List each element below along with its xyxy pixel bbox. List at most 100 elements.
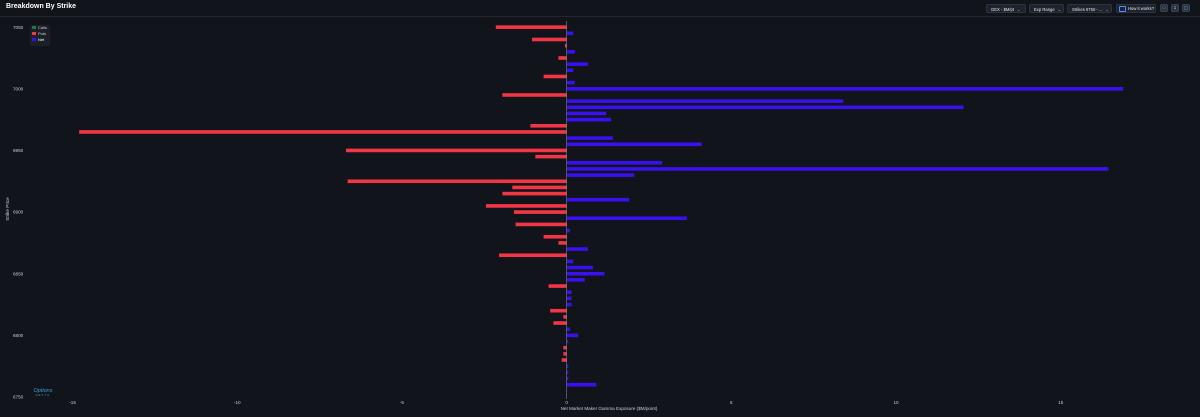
bar-strike-7050[interactable]: [495, 25, 567, 29]
bar-strike-6895[interactable]: [566, 216, 687, 221]
how-it-works-label: How it works?: [1128, 6, 1155, 11]
bar-strike-7020[interactable]: [566, 62, 589, 66]
brand-logo: Options DEPTH: [30, 388, 56, 400]
legend-item-net[interactable]: Net: [30, 37, 50, 43]
bar-strike-7025[interactable]: [558, 56, 567, 60]
bar-strike-6920[interactable]: [512, 185, 567, 190]
bar-strike-6975[interactable]: [566, 117, 612, 122]
legend-calls-label: Calls: [38, 25, 47, 30]
bar-strike-6940[interactable]: [566, 160, 663, 165]
bar-strike-6945[interactable]: [535, 154, 567, 159]
bar-strike-6950[interactable]: [345, 148, 567, 153]
gex-unit-select[interactable]: GEX - $M/pt ⌄: [986, 4, 1026, 13]
x-tick--10: -10: [234, 400, 241, 405]
x-tick--5: -5: [400, 400, 405, 405]
bar-strike-6960[interactable]: [566, 136, 613, 140]
bar-strike-6785[interactable]: [563, 352, 567, 356]
bar-strike-6990[interactable]: [566, 99, 844, 103]
bar-strike-6980[interactable]: [566, 111, 607, 116]
fullscreen-icon[interactable]: ▢: [1182, 4, 1190, 12]
legend-net-label: Net: [38, 37, 45, 42]
x-tick-0: 0: [565, 400, 568, 405]
bar-strike-6900[interactable]: [513, 210, 567, 214]
bar-strike-6850[interactable]: [566, 271, 605, 276]
x-tick-5: 5: [730, 400, 733, 405]
bar-strike-6770[interactable]: [566, 370, 569, 375]
y-tick-6850: 6850: [13, 271, 24, 276]
how-it-works-button[interactable]: How it works?: [1116, 4, 1156, 13]
gex-unit-label: GEX - $M/pt: [991, 7, 1015, 12]
y-tick-7000: 7000: [13, 86, 24, 91]
y-axis-label: Strike Price: [5, 197, 10, 221]
bar-strike-6910[interactable]: [566, 197, 630, 202]
exp-range-select[interactable]: Exp Range ⌄: [1029, 4, 1064, 13]
bar-strike-6915[interactable]: [502, 191, 567, 196]
bar-strike-6865[interactable]: [499, 253, 567, 258]
bar-strike-6890[interactable]: [515, 222, 567, 227]
bar-strike-6765[interactable]: [566, 376, 569, 381]
chevron-down-icon: ⌄: [1105, 7, 1110, 12]
chevron-down-icon: ⌄: [1057, 7, 1062, 12]
bar-strike-7035[interactable]: [565, 43, 567, 48]
chart-legend: Calls Puts Net: [30, 25, 50, 46]
bar-strike-6875[interactable]: [558, 241, 567, 245]
bar-strike-6930[interactable]: [566, 173, 635, 177]
x-tick-15: 15: [1058, 400, 1064, 405]
bar-strike-6795[interactable]: [566, 339, 569, 344]
bar-strike-6780[interactable]: [561, 358, 567, 362]
bar-strike-6925[interactable]: [347, 179, 567, 184]
legend-puts-label: Puts: [38, 31, 47, 36]
bar-strike-6800[interactable]: [566, 333, 579, 338]
bar-strike-6790[interactable]: [563, 345, 567, 350]
bar-strike-6760[interactable]: [566, 382, 597, 387]
exp-range-label: Exp Range: [1034, 7, 1055, 12]
bar-strike-6775[interactable]: [566, 364, 569, 368]
legend-item-calls[interactable]: Calls: [30, 25, 50, 31]
y-tick-6750: 6750: [13, 395, 24, 400]
bar-strike-6885[interactable]: [566, 228, 570, 233]
x-axis-label: Net Market Maker Gamma Exposure ($M/poin…: [561, 406, 658, 411]
y-tick-6900: 6900: [13, 210, 24, 215]
bar-strike-6835[interactable]: [566, 290, 572, 295]
bar-strike-6965[interactable]: [79, 130, 567, 134]
video-icon: [1119, 6, 1126, 12]
bar-strike-7000[interactable]: [566, 87, 1124, 91]
bar-strike-6970[interactable]: [530, 123, 567, 128]
bar-strike-6985[interactable]: [566, 105, 964, 110]
bar-strike-6860[interactable]: [566, 259, 574, 264]
puts-swatch: [32, 32, 36, 36]
bar-strike-7040[interactable]: [532, 37, 567, 42]
bar-strike-7005[interactable]: [566, 80, 575, 85]
bar-strike-6830[interactable]: [566, 296, 572, 301]
bar-strike-6855[interactable]: [566, 265, 594, 270]
y-tick-7050: 7050: [13, 25, 24, 30]
bar-strike-6905[interactable]: [485, 204, 567, 208]
bar-strike-6935[interactable]: [566, 167, 1109, 171]
bar-strike-6805[interactable]: [566, 327, 570, 331]
calls-swatch: [32, 26, 36, 30]
bar-strike-7030[interactable]: [566, 50, 575, 54]
legend-item-puts[interactable]: Puts: [30, 31, 50, 37]
bar-strike-6815[interactable]: [563, 315, 567, 319]
y-tick-6950: 6950: [13, 148, 24, 153]
header-bar: Breakdown By Strike GEX - $M/pt ⌄ Exp Ran…: [0, 0, 1200, 17]
bar-strike-6825[interactable]: [566, 302, 572, 307]
download-icon[interactable]: ↧: [1171, 4, 1179, 12]
bar-strike-6845[interactable]: [566, 278, 585, 282]
bar-strike-6995[interactable]: [502, 93, 567, 97]
bar-strike-6870[interactable]: [566, 247, 589, 251]
bar-strike-7015[interactable]: [566, 68, 574, 73]
logo-subtext: DEPTH: [35, 394, 51, 397]
bar-strike-6955[interactable]: [566, 142, 702, 147]
bar-strike-6810[interactable]: [553, 321, 567, 325]
bar-strike-7010[interactable]: [543, 74, 567, 79]
strikes-select[interactable]: Strikes 6750 - ... ⌄: [1067, 4, 1112, 13]
copy-icon[interactable]: □: [1160, 4, 1168, 12]
bar-strike-6880[interactable]: [543, 234, 567, 239]
bar-strike-6840[interactable]: [548, 284, 567, 288]
y-tick-6800: 6800: [13, 333, 24, 338]
bar-strike-6820[interactable]: [550, 308, 567, 313]
x-tick-10: 10: [893, 400, 899, 405]
bar-strike-7045[interactable]: [566, 31, 574, 36]
